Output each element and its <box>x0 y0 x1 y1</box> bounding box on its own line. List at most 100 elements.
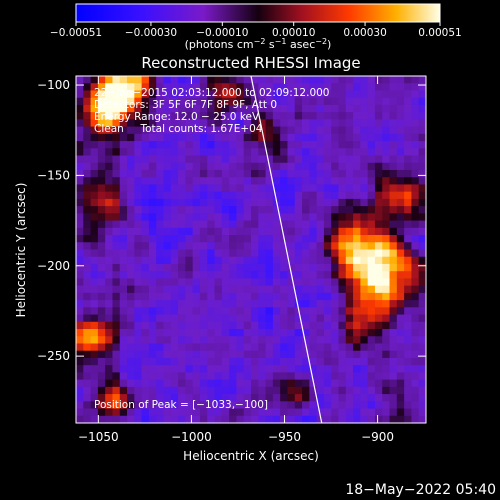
heatmap-cell <box>163 141 172 149</box>
heatmap-cell <box>141 314 150 323</box>
heatmap-cell <box>353 314 361 323</box>
heatmap-cell <box>178 112 186 120</box>
heatmap-cell <box>294 415 303 423</box>
heatmap-cell <box>97 220 106 229</box>
heatmap-cell <box>287 386 296 395</box>
heatmap-cell <box>178 235 186 243</box>
heatmap-cell <box>323 285 332 294</box>
heatmap-cell <box>141 379 150 388</box>
heatmap-cell <box>97 256 106 265</box>
heatmap-cell <box>389 206 398 214</box>
heatmap-cell <box>338 76 347 84</box>
heatmap-cell <box>207 386 216 395</box>
heatmap-cell <box>112 285 121 294</box>
heatmap-cell <box>229 278 238 287</box>
heatmap-cell <box>221 126 230 135</box>
heatmap-cell <box>302 213 310 222</box>
heatmap-cell <box>119 263 128 272</box>
heatmap-cell <box>323 119 332 128</box>
heatmap-cell <box>76 415 84 423</box>
heatmap-cell <box>374 184 383 193</box>
heatmap-cell <box>367 321 376 330</box>
heatmap-cell <box>411 97 420 106</box>
heatmap-cell <box>338 256 347 265</box>
heatmap-cell <box>207 155 216 164</box>
heatmap-cell <box>404 249 413 258</box>
heatmap-cell <box>119 83 128 92</box>
heatmap-cell <box>280 285 289 294</box>
heatmap-cell <box>265 278 274 287</box>
heatmap-cell <box>243 386 252 395</box>
heatmap-cell <box>396 415 405 423</box>
heatmap-cell <box>367 235 376 243</box>
heatmap-cell <box>207 227 216 236</box>
heatmap-cell <box>221 357 230 366</box>
heatmap-cell <box>163 336 172 345</box>
heatmap-cell <box>316 263 325 272</box>
heatmap-cell <box>367 83 376 92</box>
heatmap-cell <box>345 300 354 308</box>
heatmap-cell <box>323 379 332 388</box>
heatmap-cell <box>345 76 354 84</box>
heatmap-cell <box>214 256 223 265</box>
heatmap-cell <box>287 90 296 99</box>
heatmap-cell <box>360 365 369 373</box>
heatmap-cell <box>141 321 150 330</box>
heatmap-cell <box>272 372 281 381</box>
heatmap-cell <box>97 126 106 135</box>
heatmap-cell <box>309 141 318 149</box>
heatmap-cell <box>243 112 252 120</box>
heatmap-cell <box>345 213 354 222</box>
heatmap-cell <box>316 336 325 345</box>
heatmap-cell <box>97 133 106 142</box>
heatmap-cell <box>287 76 296 84</box>
heatmap-cell <box>309 343 318 352</box>
heatmap-cell <box>229 184 238 193</box>
heatmap-cell <box>382 408 391 417</box>
heatmap-cell <box>229 206 238 214</box>
heatmap-cell <box>367 285 376 294</box>
heatmap-cell <box>178 379 186 388</box>
heatmap-cell <box>90 213 99 222</box>
heatmap-cell <box>185 314 194 323</box>
heatmap-cell <box>178 148 186 157</box>
heatmap-cell <box>280 292 289 301</box>
heatmap-cell <box>105 220 114 229</box>
heatmap-cell <box>199 169 208 178</box>
y-tick-label: −100 <box>37 78 70 92</box>
heatmap-cell <box>265 285 274 294</box>
heatmap-cell <box>214 198 223 207</box>
heatmap-cell <box>411 249 420 258</box>
heatmap-cell <box>243 76 252 84</box>
heatmap-cell <box>148 206 157 214</box>
heatmap-cell <box>141 271 150 280</box>
heatmap-cell <box>411 76 420 84</box>
heatmap-cell <box>97 278 106 287</box>
heatmap-cell <box>90 104 99 113</box>
heatmap-cell <box>148 350 157 359</box>
heatmap-cell <box>236 213 245 222</box>
heatmap-cell <box>214 314 223 323</box>
heatmap-cell <box>418 329 426 337</box>
heatmap-cell <box>411 401 420 410</box>
heatmap-cell <box>331 206 340 214</box>
heatmap-cell <box>207 292 216 301</box>
heatmap-cell <box>367 119 376 128</box>
heatmap-cell <box>236 285 245 294</box>
heatmap-cell <box>374 336 383 345</box>
heatmap-cell <box>105 97 114 106</box>
heatmap-cell <box>90 350 99 359</box>
heatmap-cell <box>302 97 310 106</box>
heatmap-cell <box>170 343 179 352</box>
heatmap-cell <box>353 76 361 84</box>
heatmap-cell <box>418 104 426 113</box>
heatmap-cell <box>323 169 332 178</box>
heatmap-cell <box>214 263 223 272</box>
heatmap-cell <box>265 213 274 222</box>
heatmap-cell <box>360 148 369 157</box>
heatmap-cell <box>192 97 201 106</box>
heatmap-cell <box>280 169 289 178</box>
heatmap-cell <box>411 394 420 402</box>
heatmap-cell <box>163 285 172 294</box>
heatmap-cell <box>272 90 281 99</box>
